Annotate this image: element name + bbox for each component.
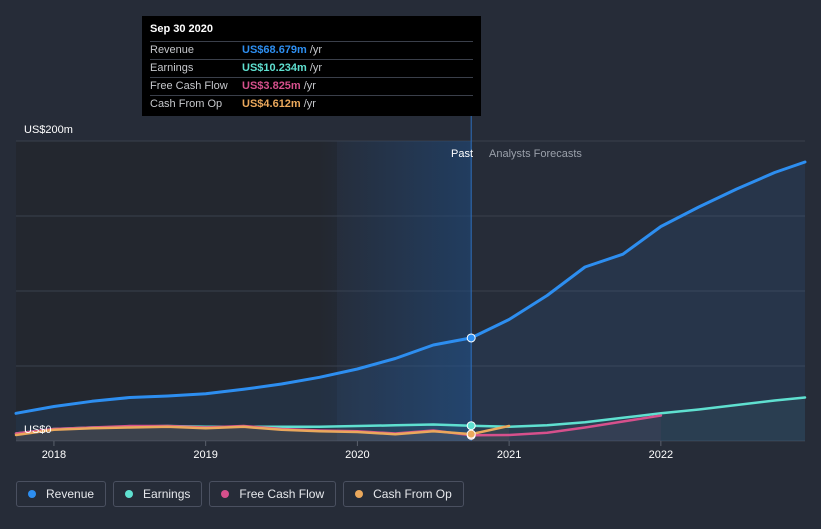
x-tick-label: 2021	[497, 449, 521, 461]
cash-from-op-line	[14, 424, 511, 437]
x-tick-label: 2018	[42, 449, 66, 461]
tooltip-label: Cash From Op	[150, 98, 223, 110]
tooltip-value: US$4.612m	[242, 98, 301, 110]
tooltip-unit: /yr	[303, 80, 316, 92]
revenue-point	[466, 333, 476, 343]
legend: Revenue Earnings Free Cash Flow Cash Fro…	[16, 481, 464, 507]
legend-item-revenue[interactable]: Revenue	[16, 481, 107, 507]
legend-label: Earnings	[143, 487, 191, 501]
tooltip-row-free-cash-flow: Free Cash Flow US$3.825m /yr	[150, 77, 473, 94]
legend-item-free-cash-flow[interactable]: Free Cash Flow	[209, 481, 337, 507]
legend-item-cash-from-op[interactable]: Cash From Op	[343, 481, 464, 507]
tooltip: Sep 30 2020 Revenue US$68.679m /yr Earni…	[142, 16, 481, 116]
earnings-point	[466, 421, 476, 431]
cash-from-op-dot-icon	[355, 490, 364, 498]
tooltip-value: US$3.825m	[242, 80, 301, 92]
past-label: Past	[451, 148, 473, 160]
past-shaded-region	[319, 141, 472, 441]
x-tick-label: 2020	[345, 449, 369, 461]
y-tick-label-zero: US$0	[24, 424, 52, 436]
tooltip-label: Free Cash Flow	[150, 80, 228, 92]
tooltip-value: US$10.234m	[242, 62, 307, 74]
legend-item-earnings[interactable]: Earnings	[113, 481, 203, 507]
legend-label: Free Cash Flow	[239, 487, 325, 501]
tooltip-row-revenue: Revenue US$68.679m /yr	[150, 41, 473, 58]
tooltip-date: Sep 30 2020	[150, 23, 213, 35]
earnings-area	[16, 397, 805, 441]
free-cash-flow-area	[16, 415, 661, 441]
x-tick-label: 2022	[649, 449, 673, 461]
free-cash-flow-dot-icon	[221, 490, 230, 498]
revenue-dot-icon	[28, 490, 36, 498]
cash-from-op-area	[16, 426, 510, 441]
tooltip-unit: /yr	[309, 62, 323, 74]
revenue-line	[14, 160, 807, 415]
tooltip-row-cash-from-op: Cash From Op US$4.612m /yr	[150, 95, 473, 112]
revenue-area	[16, 162, 805, 441]
tooltip-value: US$68.679m	[242, 44, 307, 56]
tooltip-label: Revenue	[150, 44, 195, 56]
legend-label: Revenue	[46, 487, 95, 501]
y-tick-label-top: US$200m	[24, 124, 73, 136]
tooltip-row-earnings: Earnings US$10.234m /yr	[150, 59, 473, 76]
x-tick-label: 2019	[193, 449, 217, 461]
legend-label: Cash From Op	[373, 487, 452, 501]
forecast-label: Analysts Forecasts	[489, 148, 582, 160]
tooltip-unit: /yr	[303, 98, 316, 110]
tooltip-label: Earnings	[150, 62, 194, 74]
cash-from-op-point	[466, 429, 476, 439]
earnings-dot-icon	[125, 490, 134, 498]
tooltip-unit: /yr	[309, 44, 323, 56]
